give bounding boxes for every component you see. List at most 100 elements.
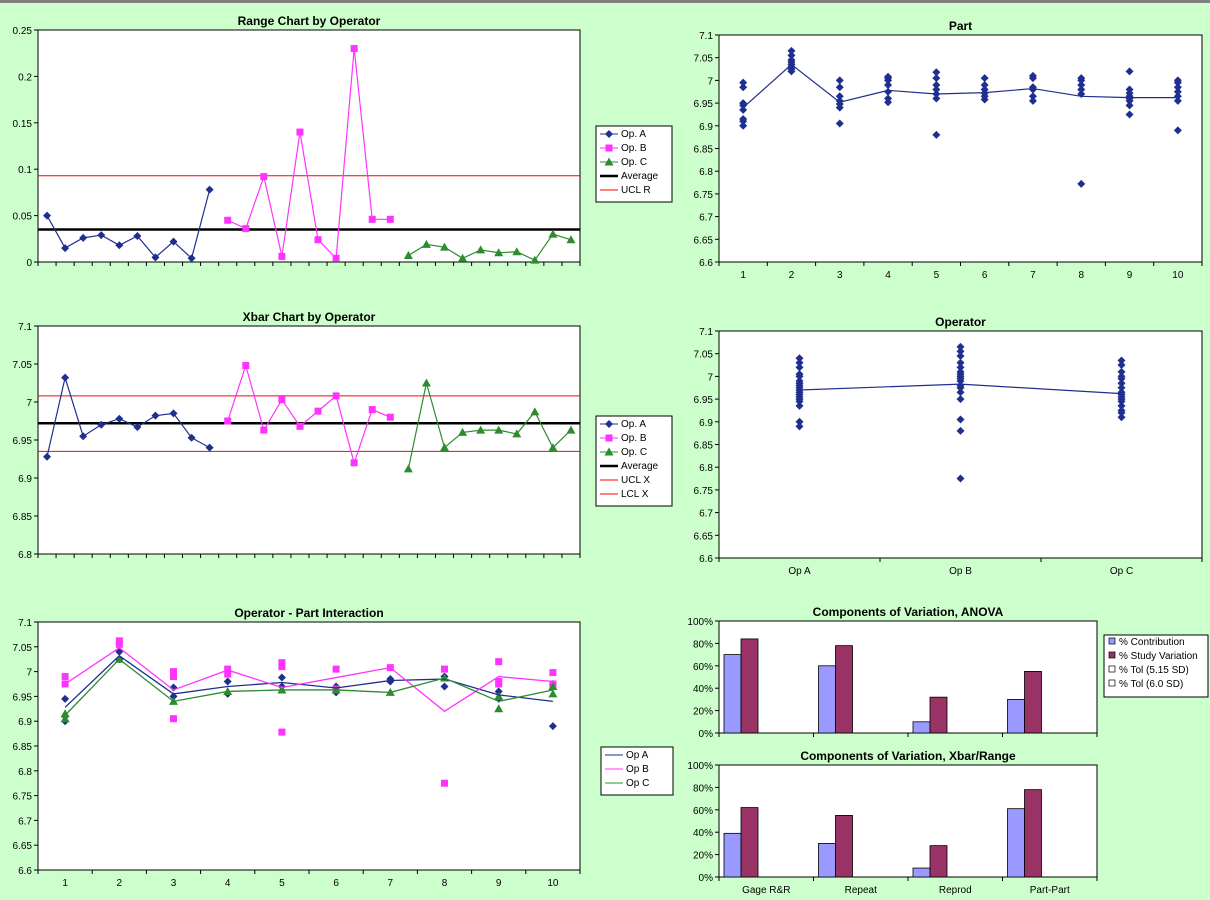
data-point (205, 443, 214, 452)
y-tick-label: 6.85 (13, 742, 33, 753)
data-point (956, 342, 965, 351)
y-tick-label: 0.25 (13, 26, 33, 37)
data-point (495, 678, 503, 686)
data-point (170, 668, 177, 676)
data-point (350, 45, 358, 53)
data-point (1125, 85, 1134, 94)
data-point (932, 90, 941, 99)
y-tick-label: 0.15 (13, 119, 33, 130)
chart-title: Operator - Part Interaction (234, 606, 383, 620)
data-point (441, 779, 448, 787)
x-tick-label: 2 (117, 878, 123, 889)
data-point (884, 87, 893, 96)
x-tick-label: 4 (885, 270, 891, 281)
legend-box (595, 415, 673, 507)
data-point (403, 464, 413, 473)
y-tick-label: 6.85 (694, 145, 714, 156)
chart-title: Range Chart by Operator (238, 14, 381, 28)
y-tick-label: 20% (693, 851, 713, 862)
legend-label: % Study Variation (1119, 651, 1198, 662)
data-point (795, 376, 804, 385)
y-tick-label: 7.1 (18, 322, 32, 333)
plot-area (718, 34, 1203, 263)
data-point (884, 80, 893, 89)
data-point (332, 665, 340, 673)
legend-label: UCL X (621, 475, 650, 486)
x-tick-label: 8 (442, 878, 448, 889)
data-point (835, 76, 844, 85)
y-tick-label: 0.1 (18, 165, 32, 176)
data-point (884, 94, 893, 103)
part-chart: Part 6.6 6.65 6.7 6.75 6.8 6.85 6.9 6.95 7 7.05 7.1… (694, 19, 1203, 281)
data-point (1173, 87, 1182, 96)
y-tick-label: 7.05 (13, 360, 33, 371)
data-point (314, 407, 322, 415)
chart-title: Part (949, 19, 972, 33)
xbar-chart: Xbar Chart by Operator 6.8 6.85 6.9 6.95 7 7.0… (13, 310, 673, 561)
range-chart: Range Chart by Operator 0 0.05 0.1 0.15 0.2 0.… (13, 14, 673, 269)
legend-label: Op. B (621, 143, 647, 154)
data-point (739, 78, 748, 87)
x-tick-label: 1 (62, 878, 68, 889)
legend-marker (605, 420, 613, 428)
data-point (296, 422, 304, 430)
data-point (1117, 379, 1126, 388)
data-point (170, 673, 177, 681)
data-point (1117, 356, 1126, 365)
data-point (795, 354, 804, 363)
data-point (1173, 96, 1182, 105)
data-point (115, 241, 124, 250)
y-tick-label: 7.1 (699, 327, 713, 338)
bar (835, 815, 853, 878)
data-point (260, 426, 268, 434)
data-point (115, 637, 123, 645)
data-point (187, 254, 196, 263)
bar (929, 845, 948, 878)
x-tick-label: 4 (225, 878, 231, 889)
data-point (79, 432, 88, 441)
data-point (787, 55, 796, 64)
data-point (1117, 372, 1126, 381)
series-line (46, 189, 211, 260)
data-point (278, 396, 286, 404)
y-tick-label: 80% (693, 783, 713, 794)
data-point (169, 692, 178, 701)
legend-label: Op C (626, 778, 649, 789)
x-tick-label: 9 (1127, 270, 1133, 281)
y-tick-label: 60% (693, 806, 713, 817)
y-tick-label: 40% (693, 828, 713, 839)
data-point (278, 659, 286, 667)
data-point (835, 119, 844, 128)
data-point (1173, 126, 1182, 135)
data-point (932, 85, 941, 94)
series-line (227, 48, 391, 260)
y-tick-label: 7 (707, 76, 713, 87)
data-point (835, 92, 844, 101)
data-point (956, 367, 965, 376)
y-tick-label: 7.1 (18, 618, 32, 629)
data-point (956, 426, 965, 435)
data-point (458, 253, 468, 262)
data-point (494, 425, 504, 434)
y-tick-label: 100% (687, 617, 713, 628)
x-tick-label: 9 (496, 878, 502, 889)
data-point (549, 669, 557, 677)
data-point (1028, 83, 1037, 92)
data-point (795, 422, 804, 431)
bar (723, 654, 742, 734)
data-point (224, 670, 232, 678)
data-point (884, 72, 893, 81)
y-tick-label: 6.95 (13, 692, 33, 703)
data-point (512, 429, 522, 438)
data-point (440, 443, 449, 452)
x-tick-label: Part-Part (1030, 885, 1070, 896)
data-point (151, 411, 160, 420)
x-tick-label: 7 (388, 878, 394, 889)
interaction-chart: Operator - Part Interaction 6.6 6.65 6.7 6.7… (13, 606, 674, 889)
bar (1024, 789, 1042, 878)
data-point (956, 347, 965, 356)
y-tick-label: 0.05 (13, 212, 33, 223)
x-tick-label: Op B (949, 566, 972, 577)
data-point (97, 420, 106, 429)
data-point (956, 388, 965, 397)
